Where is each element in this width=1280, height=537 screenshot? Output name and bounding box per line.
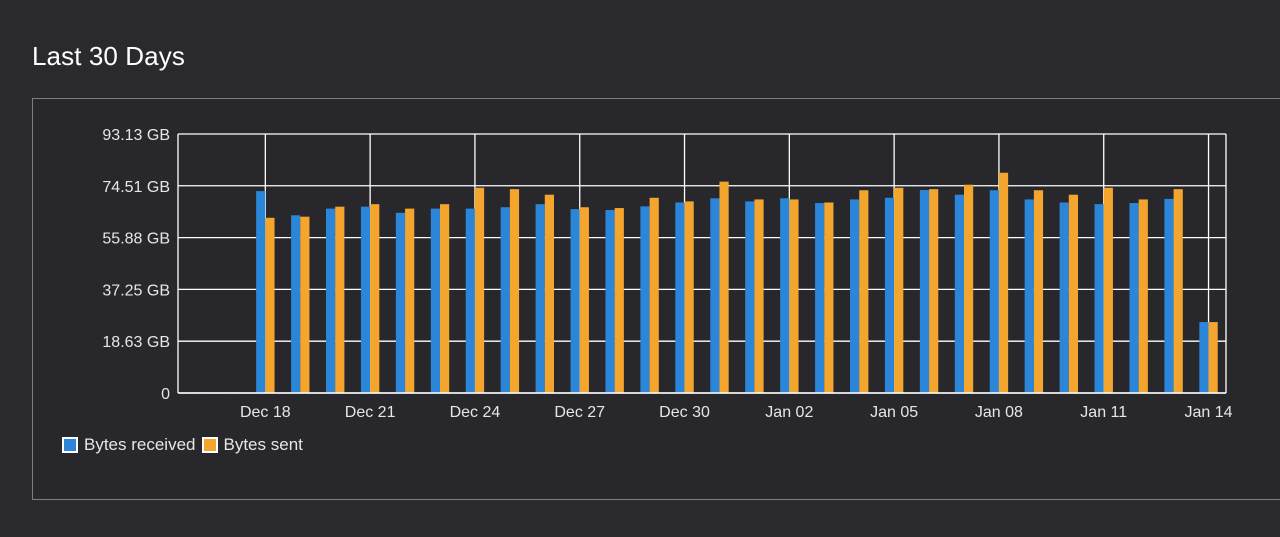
bar-bytes-received [780, 198, 790, 393]
bar-bytes-received [675, 202, 685, 393]
bar-bytes-sent [649, 197, 659, 393]
bar-bytes-sent [998, 172, 1009, 393]
bar-bytes-received [535, 204, 545, 393]
bar-bytes-received [954, 194, 964, 393]
bar-chart: 0 18.63 GB 37.25 GB 55.88 GB 74.51 GB 93.13 G… [102, 127, 1232, 421]
x-tick-label: Dec 24 [450, 404, 501, 421]
bar-bytes-sent [1208, 322, 1218, 393]
legend-label-received: Bytes received [84, 435, 196, 454]
y-tick-label: 93.13 GB [102, 127, 170, 144]
bar-bytes-received [256, 191, 266, 393]
bar-bytes-sent [754, 199, 764, 393]
x-tick-label: Jan 08 [975, 404, 1023, 421]
bar-bytes-received [1059, 202, 1069, 393]
bar-bytes-received [1094, 204, 1104, 393]
bar-bytes-sent [1033, 190, 1044, 393]
bar-bytes-sent [964, 184, 974, 393]
y-tick-label: 0 [161, 386, 170, 403]
bar-bytes-sent [300, 216, 310, 393]
bar-bytes-sent [265, 217, 275, 393]
bar-bytes-received [395, 212, 406, 393]
bar-bytes-sent [614, 208, 624, 393]
bar-bytes-received [815, 203, 825, 393]
bar-bytes-sent [509, 189, 520, 393]
bar-bytes-received [570, 209, 580, 393]
bar-bytes-received [1024, 199, 1034, 393]
bar-bytes-received [465, 208, 475, 393]
x-tick-label: Jan 05 [870, 404, 918, 421]
bar-bytes-received [1129, 203, 1139, 393]
y-tick-label: 18.63 GB [102, 334, 170, 351]
y-tick-label: 55.88 GB [102, 231, 170, 248]
bar-bytes-sent [1103, 187, 1113, 393]
page-title: Last 30 Days [32, 41, 185, 71]
bar-bytes-sent [719, 181, 729, 393]
x-tick-label: Jan 11 [1080, 404, 1127, 421]
bar-bytes-received [710, 198, 720, 393]
bar-bytes-received [640, 206, 650, 393]
bar-bytes-sent [335, 206, 345, 393]
bar-bytes-sent [370, 204, 380, 393]
x-tick-label: Dec 30 [659, 404, 710, 421]
bar-bytes-received [1199, 322, 1209, 393]
bar-bytes-received [291, 215, 301, 393]
bar-bytes-sent [894, 187, 904, 393]
bar-bytes-received [745, 201, 755, 393]
bar-bytes-sent [824, 202, 834, 393]
bar-layer [186, 172, 1218, 393]
bar-bytes-received [360, 206, 371, 393]
bar-bytes-sent [1068, 194, 1078, 393]
bar-bytes-sent [579, 207, 589, 393]
bar-bytes-received [326, 208, 336, 393]
legend-item-bytes-sent[interactable]: Bytes sent [201, 435, 303, 455]
chart-legend: Bytes received Bytes sent [62, 435, 309, 455]
x-tick-label: Jan 14 [1185, 404, 1233, 421]
bar-bytes-sent [684, 201, 694, 393]
bar-bytes-sent [1138, 199, 1148, 393]
bar-bytes-received [884, 197, 895, 393]
bar-bytes-sent [405, 208, 415, 393]
x-tick-label: Dec 27 [554, 404, 605, 421]
bar-bytes-received [919, 189, 930, 393]
bar-bytes-sent [440, 204, 450, 393]
legend-item-bytes-received[interactable]: Bytes received [62, 435, 196, 455]
x-tick-label: Dec 18 [240, 404, 291, 421]
bar-bytes-sent [859, 190, 869, 393]
bar-bytes-sent [544, 194, 554, 393]
x-tick-label: Dec 21 [345, 404, 396, 421]
legend-swatch-received [62, 437, 78, 453]
bar-bytes-received [500, 207, 510, 393]
bar-bytes-sent [474, 187, 485, 393]
bar-bytes-received [1164, 198, 1174, 393]
bar-bytes-sent [789, 199, 799, 393]
x-tick-label: Jan 02 [765, 404, 813, 421]
bar-bytes-received [430, 208, 440, 393]
bar-bytes-sent [929, 189, 939, 393]
legend-swatch-sent [201, 437, 218, 453]
bar-bytes-received [605, 210, 615, 393]
y-tick-label: 37.25 GB [102, 282, 170, 299]
bar-bytes-sent [1173, 189, 1183, 393]
bar-bytes-received [989, 190, 999, 393]
chart-panel: 0 18.63 GB 37.25 GB 55.88 GB 74.51 GB 93.13 G… [32, 98, 1280, 500]
y-tick-label: 74.51 GB [102, 179, 170, 196]
axis-layer: 0 18.63 GB 37.25 GB 55.88 GB 74.51 GB 93.13 G… [102, 127, 1232, 421]
legend-label-sent: Bytes sent [223, 435, 303, 454]
bar-bytes-received [850, 199, 860, 393]
